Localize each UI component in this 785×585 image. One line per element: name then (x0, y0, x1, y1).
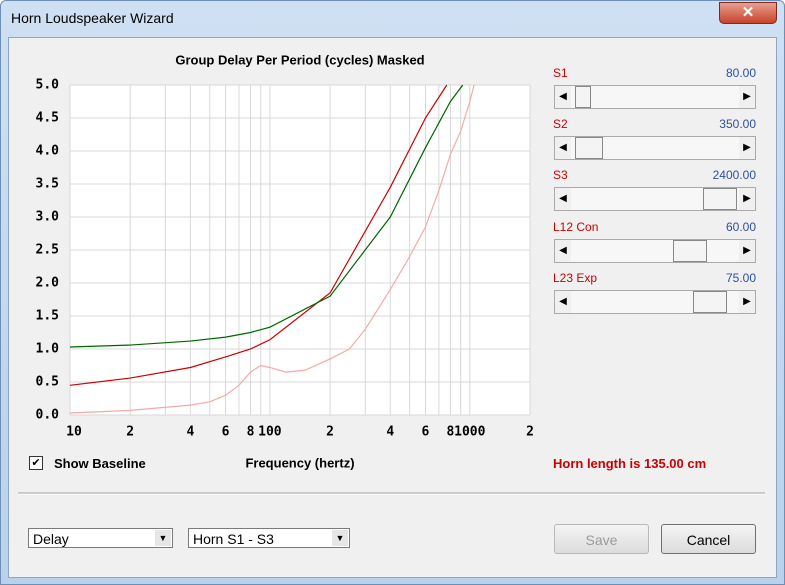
x-axis-label: Frequency (hertz) (245, 455, 354, 470)
y-tick-label: 4.5 (36, 111, 59, 126)
y-tick-label: 2.5 (36, 243, 59, 258)
combo-text: Horn S1 - S3 (193, 531, 274, 547)
x-tick-label: 8 (247, 425, 255, 440)
y-tick-label: 0.0 (36, 408, 60, 423)
slider-label: L23 Exp (553, 271, 598, 285)
data-line (69, 84, 448, 386)
slider-thumb[interactable] (575, 137, 603, 159)
x-tick-label: 10 (66, 425, 82, 440)
chart-title: Group Delay Per Period (cycles) Masked (175, 52, 424, 67)
slider[interactable]: ◀ ▶ (554, 85, 756, 109)
x-tick-label: 2 (326, 425, 334, 440)
scroll-left[interactable]: ◀ (555, 188, 571, 210)
y-tick-label: 5.0 (36, 78, 60, 93)
scroll-right[interactable]: ▶ (739, 240, 755, 262)
combo-box[interactable]: Delay ▼ (28, 528, 173, 548)
scroll-right[interactable]: ▶ (739, 137, 755, 159)
y-tick-label: 1.5 (36, 309, 59, 324)
checkbox-label[interactable]: Show Baseline (54, 456, 146, 471)
slider-value: 75.00 (725, 271, 756, 285)
x-tick-label: 4 (386, 425, 394, 440)
slider-label: S3 (553, 168, 568, 182)
slider[interactable]: ◀ ▶ (554, 290, 756, 314)
slider-label: S2 (553, 117, 568, 131)
slider-thumb[interactable] (673, 240, 707, 262)
slider[interactable]: ◀ ▶ (554, 239, 756, 263)
y-tick-label: 4.0 (36, 144, 60, 159)
combo-arrow[interactable]: ▼ (332, 530, 348, 546)
y-tick-label: 0.5 (36, 375, 59, 390)
y-tick-label: 2.0 (36, 276, 60, 291)
data-line (69, 84, 475, 414)
data-line (69, 84, 464, 348)
x-tick-label: 1000 (454, 425, 485, 440)
y-tick-label: 3.5 (36, 177, 59, 192)
slider[interactable]: ◀ ▶ (554, 136, 756, 160)
x-tick-label: 4 (186, 425, 194, 440)
slider-thumb[interactable] (575, 86, 591, 108)
checkbox[interactable]: ✔ (29, 456, 43, 470)
slider-value: 350.00 (719, 117, 756, 131)
combo-arrow[interactable]: ▼ (155, 530, 171, 546)
scroll-left[interactable]: ◀ (555, 137, 571, 159)
scroll-right[interactable]: ▶ (739, 291, 755, 313)
slider-label: L12 Con (553, 220, 599, 234)
scroll-left[interactable]: ◀ (555, 86, 571, 108)
y-tick-label: 3.0 (36, 210, 60, 225)
x-tick-label: 6 (222, 425, 230, 440)
slider-label: S1 (553, 66, 568, 80)
window-title: Horn Loudspeaker Wizard (11, 10, 174, 26)
scroll-right[interactable]: ▶ (739, 86, 755, 108)
slider-value: 80.00 (725, 66, 756, 80)
x-tick-label: 2 (126, 425, 134, 440)
x-tick-label: 100 (258, 425, 282, 440)
x-tick-label: 8 (447, 425, 455, 440)
y-tick-label: 1.0 (36, 342, 60, 357)
save-button[interactable]: Save (554, 524, 649, 554)
status-text: Horn length is 135.00 cm (553, 456, 707, 471)
slider-value: 2400.00 (712, 168, 756, 182)
slider-thumb[interactable] (703, 188, 737, 210)
slider-value: 60.00 (725, 220, 756, 234)
slider[interactable]: ◀ ▶ (554, 187, 756, 211)
scroll-right[interactable]: ▶ (739, 188, 755, 210)
combo-box[interactable]: Horn S1 - S3 ▼ (188, 528, 350, 548)
x-tick-label: 6 (422, 425, 430, 440)
scroll-left[interactable]: ◀ (555, 291, 571, 313)
x-tick-label: 2 (526, 425, 534, 440)
combo-text: Delay (33, 531, 69, 547)
scroll-left[interactable]: ◀ (555, 240, 571, 262)
close-button[interactable]: ✕ (719, 2, 777, 24)
slider-thumb[interactable] (693, 291, 727, 313)
cancel-button[interactable]: Cancel (661, 524, 756, 554)
